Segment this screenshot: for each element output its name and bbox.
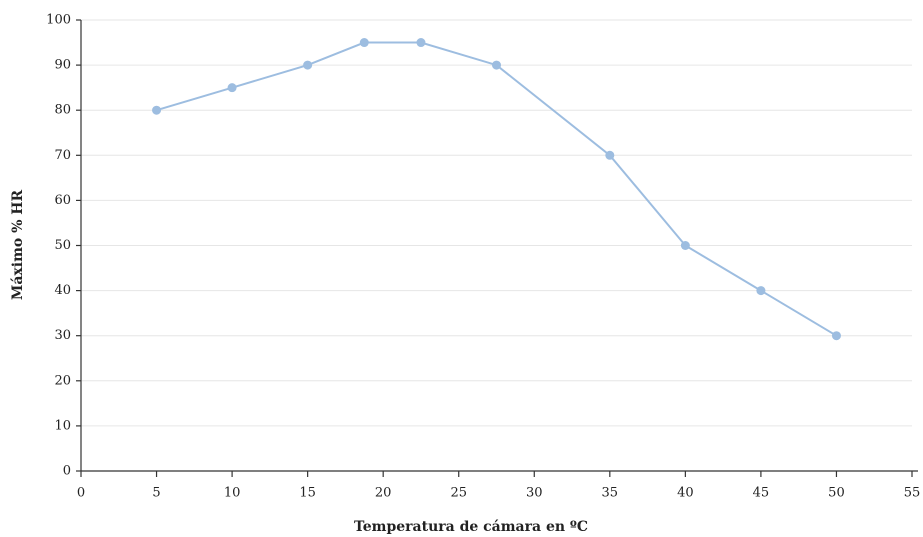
y-tick-label: 60 [54,193,71,208]
x-tick-label: 5 [152,486,160,501]
y-tick-label: 50 [54,238,71,253]
y-tick-label: 20 [54,373,71,388]
y-tick-label: 80 [54,103,71,118]
x-tick-label: 20 [375,486,392,501]
y-tick-label: 40 [54,283,71,298]
point [227,83,237,93]
line [156,41,837,337]
point [152,105,162,115]
x-tick-label: 0 [77,486,85,501]
point [303,60,313,70]
x-tick-label: 30 [526,486,543,501]
x-tick-label: 55 [904,486,921,501]
point [831,331,841,341]
point [756,286,766,296]
x-tick-label: 15 [299,486,316,501]
x-tick-label: 40 [677,486,694,501]
y-tick-label: 70 [54,148,71,163]
y-tick-label: 100 [46,13,71,28]
y-tick-label: 30 [54,328,71,343]
point [359,38,369,48]
x-tick-label: 25 [450,486,467,501]
y-axis-title: Máximo % HR [10,189,26,300]
point [680,241,690,250]
y-tick-label: 90 [54,58,71,73]
x-tick-label: 35 [602,486,619,501]
x-tick-label: 45 [753,486,770,501]
x-tick-label: 50 [828,486,845,501]
point [416,38,426,48]
y-tick-label: 10 [54,418,71,433]
point [605,150,615,160]
y-tick-label: 0 [63,464,71,479]
point [492,60,501,70]
x-axis-title: Temperatura de cámara en ºC [354,519,588,535]
x-tick-label: 10 [224,486,241,501]
